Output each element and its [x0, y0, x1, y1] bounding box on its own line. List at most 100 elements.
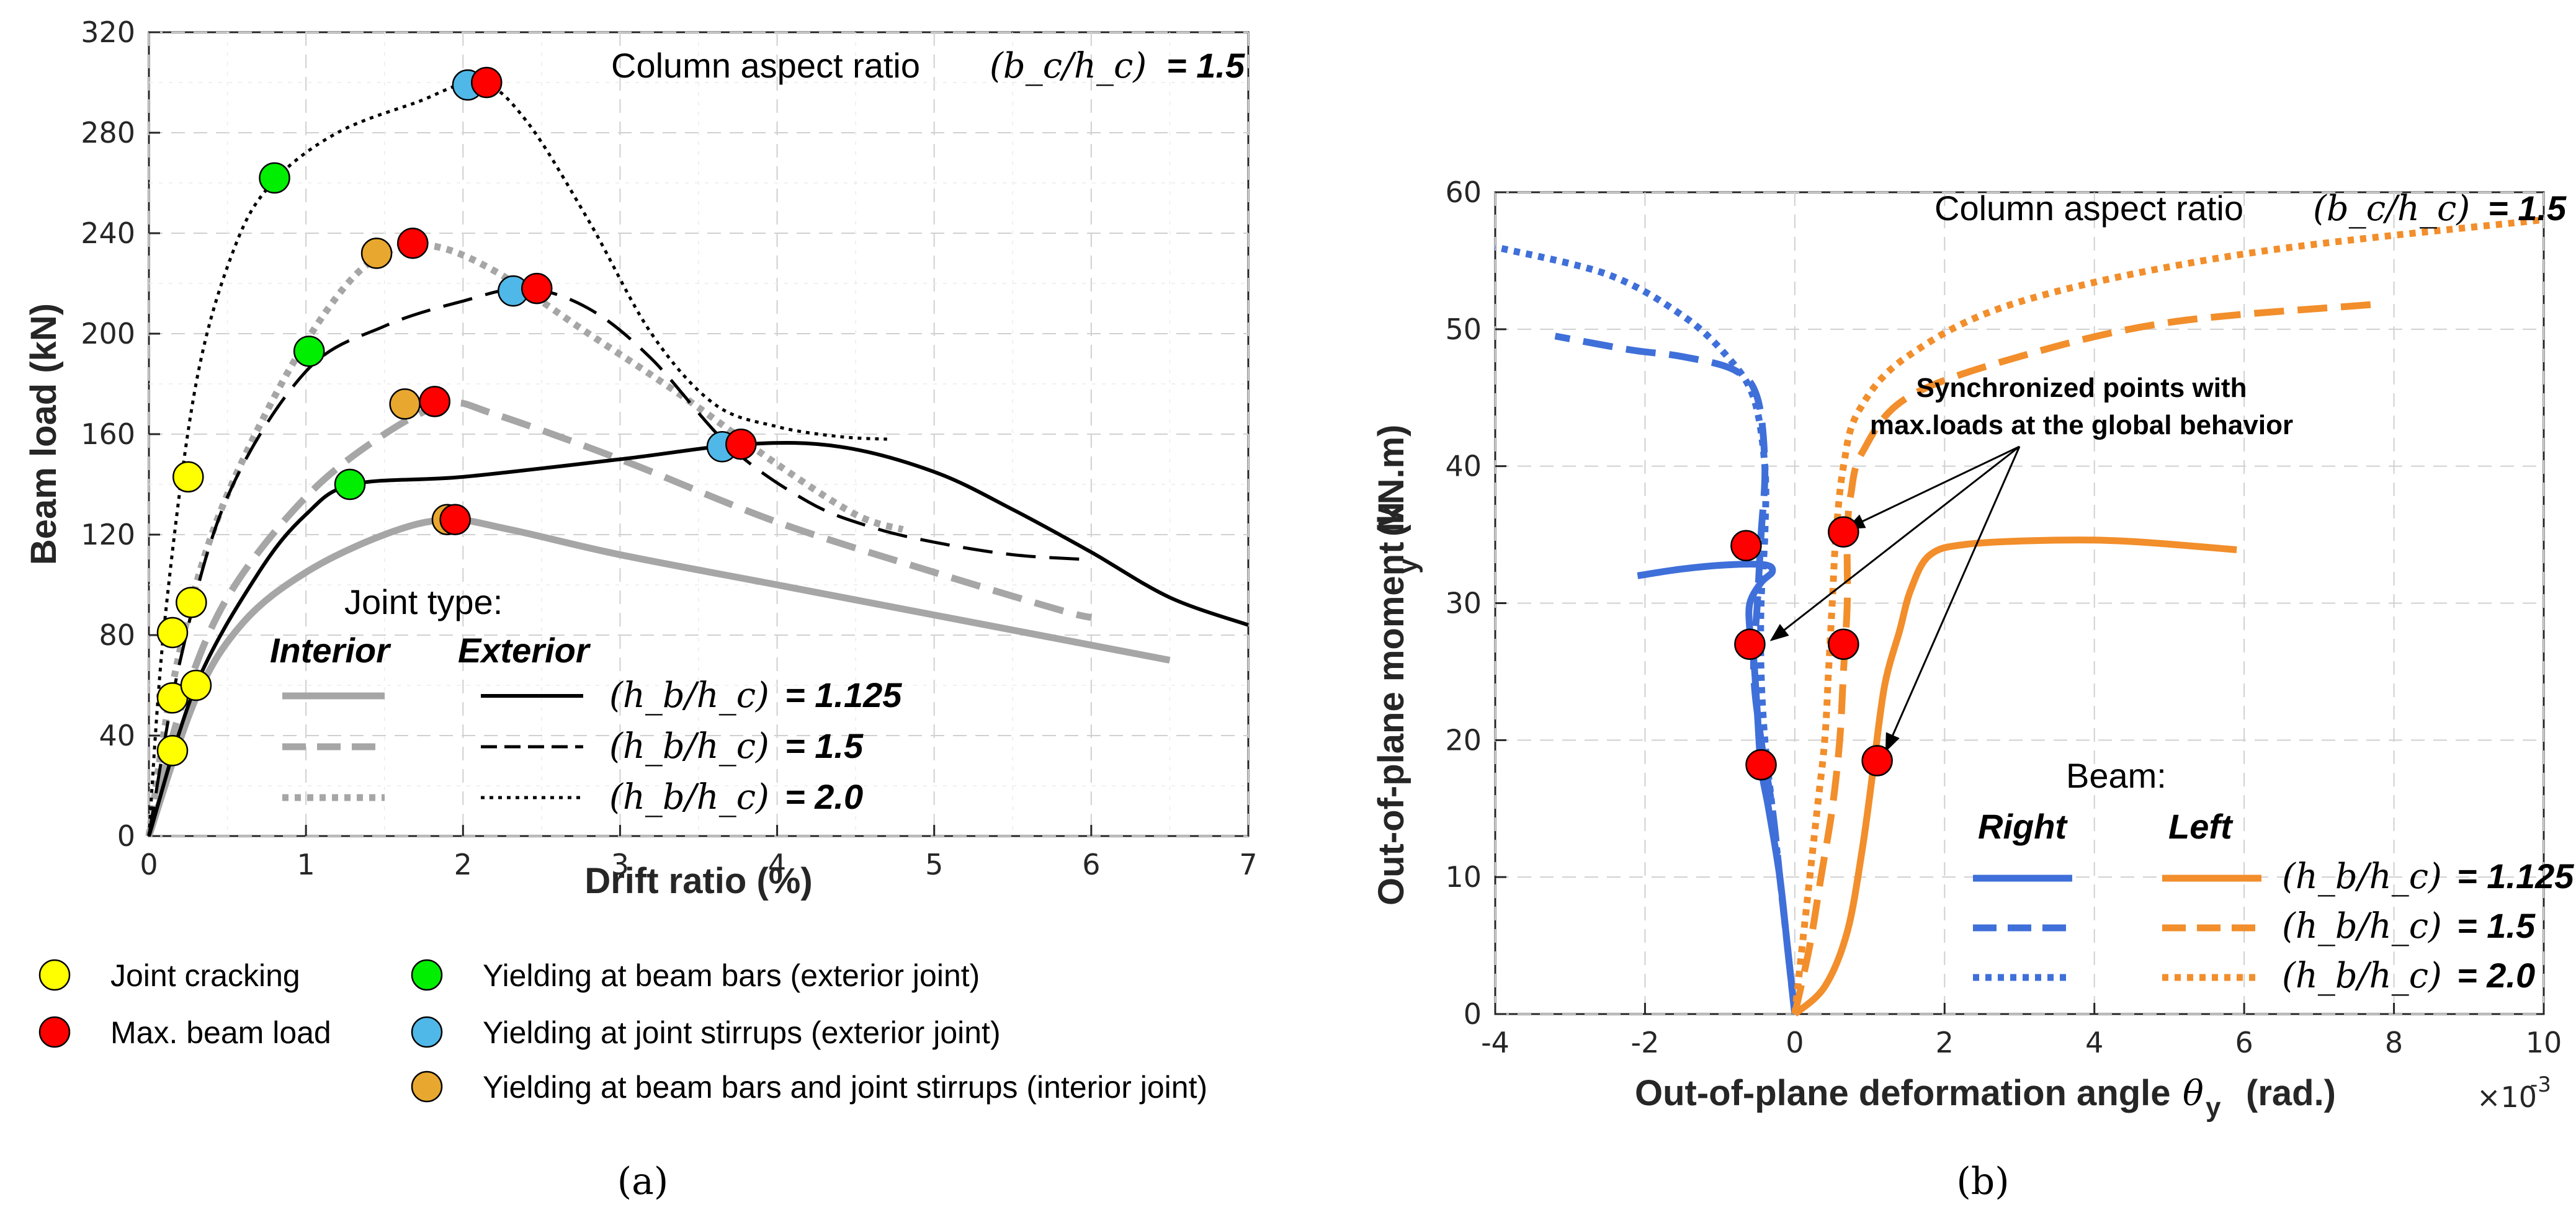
legend-col-exterior: Exterior: [458, 631, 591, 670]
legend-col-interior: Interior: [270, 631, 391, 670]
legend-marker-joint-cracking: [38, 959, 71, 991]
x-axis-label-sub: y: [2206, 1092, 2221, 1123]
x-tick-label: 4: [768, 848, 786, 881]
series-line: [1494, 243, 1799, 1015]
aspect-ratio-math-b: (b_c/h_c): [2313, 189, 2470, 229]
x-tick-label: 6: [1082, 848, 1100, 881]
legend-label-yield-beam-ext: Yielding at beam bars (exterior joint): [483, 958, 980, 993]
aspect-ratio-value-a: = 1.5: [1166, 46, 1245, 85]
marker-joint_cracking: [156, 616, 189, 649]
x-tick-label: -2: [1630, 1026, 1659, 1059]
x-axis-label-b: Out-of-plane deformation angle θ y (rad.…: [1635, 1072, 2551, 1123]
x-tick-label: 3: [611, 848, 629, 881]
markers-a: [156, 66, 757, 767]
y-tick-label: 160: [81, 417, 135, 451]
sync-arrow-3: [1885, 446, 2021, 752]
y-tick-label: 10: [1445, 860, 1482, 894]
x-tick-label: 8: [2385, 1026, 2403, 1059]
caption-b: (b): [1956, 1160, 2009, 1203]
caption-a: (a): [617, 1160, 669, 1203]
legend-row-3-value-a: = 2.0: [785, 777, 863, 816]
x-axis-label-a: Drift ratio (%): [584, 861, 812, 901]
marker-max_load: [521, 272, 553, 305]
legend-col-right: Right: [1978, 807, 2068, 846]
legend-row-1-value-a: = 1.125: [785, 675, 902, 714]
legend-title-b: Beam:: [2066, 756, 2167, 795]
y-axis-label-a: Beam load (kN): [24, 303, 64, 565]
grid-a: [148, 32, 1249, 837]
x-tick-label: 7: [1239, 848, 1257, 881]
marker-yield_stirrup_int: [360, 238, 393, 269]
marker-max_load: [471, 66, 503, 99]
legend-title-a: Joint type:: [344, 582, 503, 621]
legend-row-3-math-a: (h_b/h_c): [609, 777, 769, 817]
series-line: [147, 287, 1092, 837]
series-line: [145, 399, 1093, 837]
legend-marker-yield-stirrup-ext: [411, 1016, 443, 1048]
marker-legend: Joint cracking Max. beam load Yielding a…: [38, 958, 1207, 1105]
ticks-b: -4 -2 0 2 4 6 8 10 0 10 20 30 40 50 60: [1445, 176, 2562, 1059]
legend-label-joint-cracking: Joint cracking: [110, 958, 300, 993]
legend-row-3-math-b: (h_b/h_c): [2282, 956, 2442, 996]
ticks-a: 0 1 2 3 4 5 6 7 0 40 80 120 160 200 240 280 320: [81, 16, 1257, 881]
y-tick-label: 240: [81, 216, 135, 250]
y-axis-label-unit-b: (kN.m): [1371, 425, 1411, 536]
series-line: [147, 441, 1249, 837]
legend-row-2-math-b: (h_b/h_c): [2282, 906, 2442, 946]
marker-max_load: [1828, 628, 1859, 660]
line-legend-a: Joint type: Interior Exterior (h_b/h_c) …: [270, 582, 902, 817]
marker-joint_cracking: [156, 735, 189, 767]
marker-joint_cracking: [172, 461, 204, 493]
y-tick-label: 120: [81, 518, 135, 551]
y-axis-label-b: Out-of-plane moment M y (kN.m): [1371, 425, 1423, 906]
y-tick-label: 320: [81, 16, 135, 49]
legend-row-2-math-a: (h_b/h_c): [609, 726, 769, 767]
series-line: [147, 80, 887, 837]
x-tick-label: 6: [2235, 1026, 2253, 1059]
y-tick-label: 0: [1464, 997, 1482, 1031]
aspect-ratio-math-a: (b_c/h_c): [990, 46, 1147, 86]
y-tick-label: 280: [81, 116, 135, 149]
legend-row-1-value-b: = 1.125: [2457, 857, 2574, 896]
x-axis-label-unit: (rad.): [2246, 1073, 2336, 1113]
legend-col-left: Left: [2168, 807, 2234, 846]
y-tick-label: 0: [117, 819, 135, 853]
y-tick-label: 50: [1445, 313, 1482, 346]
chart-a: 0 1 2 3 4 5 6 7 0 40 80 120 160 200 240 280 320 Drift ra…: [24, 16, 1258, 1203]
legend-row-2-value-b: = 1.5: [2457, 906, 2536, 945]
x-tick-label: 1: [297, 848, 315, 881]
legend-label-max-load: Max. beam load: [110, 1015, 331, 1050]
marker-yield_stirrup_int: [389, 388, 421, 420]
markers-b: [1730, 516, 1893, 781]
legend-marker-max-load: [38, 1016, 71, 1048]
marker-joint_cracking: [176, 587, 207, 618]
sync-arrow-2: [1846, 445, 2020, 530]
y-axis-label-sub-b: y: [1393, 558, 1423, 574]
marker-max_load: [1734, 628, 1766, 660]
legend-row-2-value-a: = 1.5: [785, 726, 864, 765]
marker-joint_cracking: [180, 669, 212, 701]
x-tick-label: 4: [2085, 1026, 2103, 1059]
legend-label-yield-stirrup-ext: Yielding at joint stirrups (exterior joi…: [483, 1015, 1001, 1050]
y-axis-label-text-b: Out-of-plane moment M: [1371, 502, 1411, 906]
y-tick-label: 200: [81, 317, 135, 350]
marker-yield_beam_ext: [293, 336, 325, 367]
y-tick-label: 40: [99, 719, 135, 752]
x-multiplier: ×10: [2477, 1080, 2537, 1114]
legend-row-1-math-b: (h_b/h_c): [2282, 857, 2442, 897]
x-multiplier-exp: -3: [2530, 1072, 2551, 1097]
marker-yield_beam_ext: [259, 162, 290, 194]
sync-arrow-1: [1769, 445, 2020, 641]
legend-row-3-value-b: = 2.0: [2457, 956, 2535, 995]
series-line: [1792, 536, 2237, 1017]
marker-max_load: [419, 386, 450, 417]
series-line: [145, 241, 904, 837]
aspect-ratio-label-b: Column aspect ratio: [1934, 189, 2243, 228]
line-legend-b: Beam: Right Left (h_b/h_c) = 1.125 (h_b/…: [1973, 756, 2574, 996]
x-tick-label: 2: [1936, 1026, 1954, 1059]
x-tick-label: 5: [925, 848, 943, 881]
marker-yield_beam_ext: [334, 468, 366, 501]
marker-max_load: [1730, 530, 1762, 561]
x-tick-label: 0: [1786, 1026, 1804, 1059]
